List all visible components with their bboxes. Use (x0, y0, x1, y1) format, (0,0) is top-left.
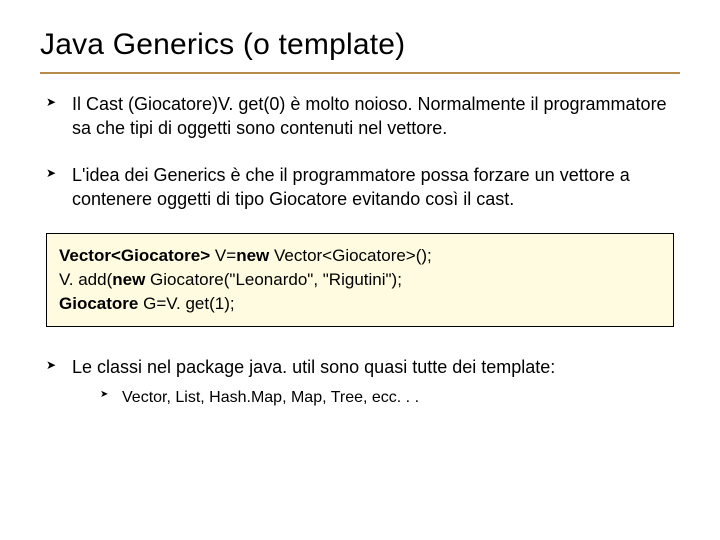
page-title: Java Generics (o template) (40, 28, 680, 62)
code-text: V. add( (59, 270, 112, 289)
title-rule (40, 72, 680, 74)
code-text: G=V. get(1); (143, 294, 235, 313)
slide: Java Generics (o template) Il Cast (Gioc… (0, 0, 720, 540)
code-text: V= (215, 246, 236, 265)
bullet-text: Le classi nel package java. util sono qu… (72, 357, 555, 377)
code-line: V. add(new Giocatore("Leonardo", "Riguti… (59, 268, 661, 292)
bullet-list: Il Cast (Giocatore)V. get(0) è molto noi… (46, 92, 680, 211)
bullet-item: Le classi nel package java. util sono qu… (46, 355, 680, 409)
code-text: Vector<Giocatore>(); (274, 246, 432, 265)
code-text: Vector<Giocatore> (59, 246, 215, 265)
code-text: new (112, 270, 150, 289)
bullet-item: L'idea dei Generics è che il programmato… (46, 163, 680, 212)
bullet-list: Le classi nel package java. util sono qu… (46, 355, 680, 409)
code-text: new (236, 246, 274, 265)
bullet-item: Il Cast (Giocatore)V. get(0) è molto noi… (46, 92, 680, 141)
code-box: Vector<Giocatore> V=new Vector<Giocatore… (46, 233, 674, 326)
sub-bullet-list: Vector, List, Hash.Map, Map, Tree, ecc. … (100, 387, 680, 409)
code-text: Giocatore("Leonardo", "Rigutini"); (150, 270, 402, 289)
sub-bullet-item: Vector, List, Hash.Map, Map, Tree, ecc. … (100, 387, 680, 409)
code-text: Giocatore (59, 294, 143, 313)
code-line: Vector<Giocatore> V=new Vector<Giocatore… (59, 244, 661, 268)
code-line: Giocatore G=V. get(1); (59, 292, 661, 316)
